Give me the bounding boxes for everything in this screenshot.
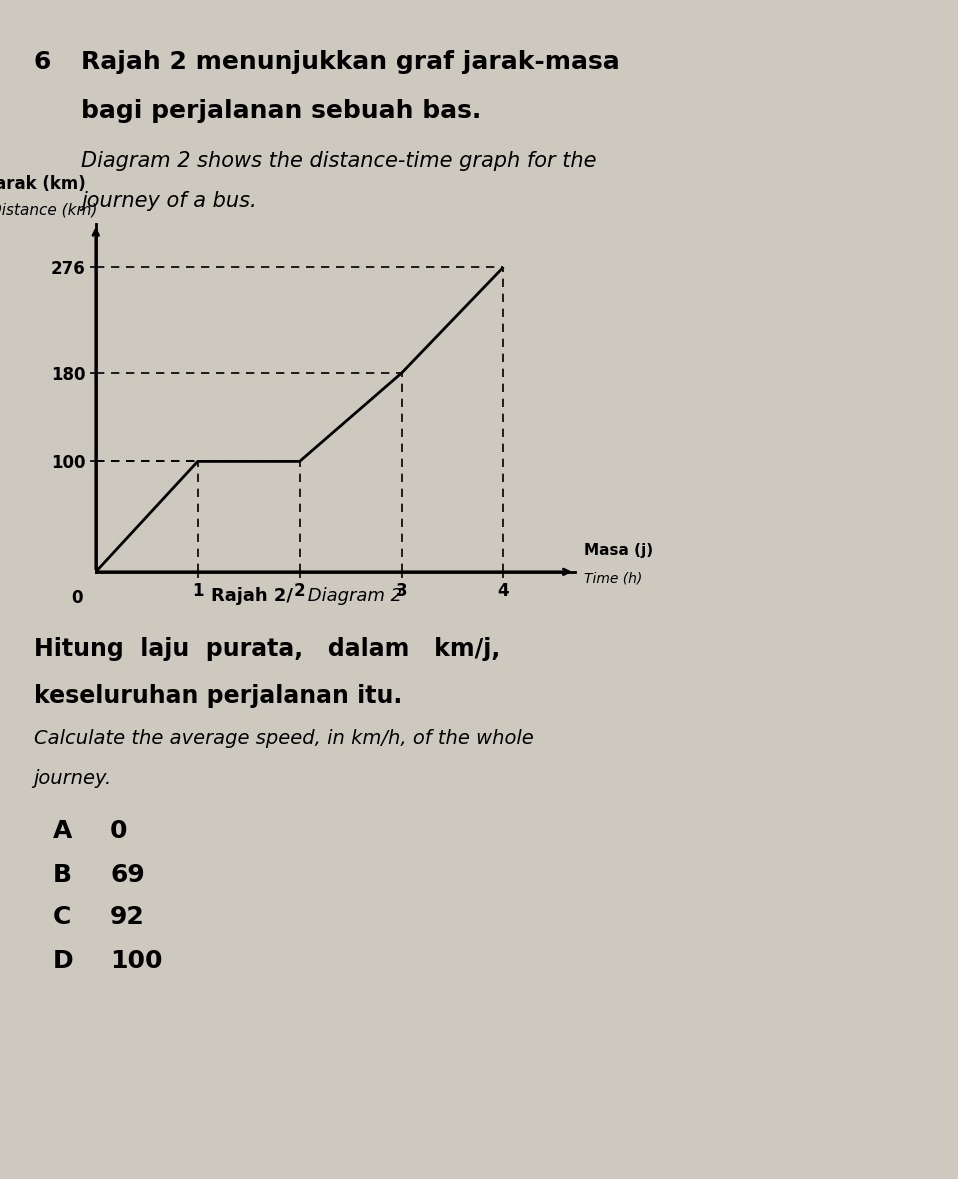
Text: 92: 92	[110, 905, 145, 929]
Text: Hitung  laju  purata,   dalam   km/j,: Hitung laju purata, dalam km/j,	[34, 637, 500, 660]
Text: A: A	[53, 819, 72, 843]
Text: B: B	[53, 863, 72, 887]
Text: Rajah 2 menunjukkan graf jarak-masa: Rajah 2 menunjukkan graf jarak-masa	[81, 50, 620, 73]
Text: Jarak (km): Jarak (km)	[0, 174, 87, 192]
Text: 6: 6	[34, 50, 51, 73]
Text: 0: 0	[110, 819, 127, 843]
Text: Rajah 2/: Rajah 2/	[211, 587, 293, 605]
Text: Time (h): Time (h)	[584, 572, 643, 586]
Text: bagi perjalanan sebuah bas.: bagi perjalanan sebuah bas.	[81, 99, 482, 123]
Text: Diagram 2 shows the distance-time graph for the: Diagram 2 shows the distance-time graph …	[81, 151, 597, 171]
Text: Masa (j): Masa (j)	[584, 544, 653, 559]
Text: 0: 0	[72, 590, 83, 607]
Text: Calculate the average speed, in km/h, of the whole: Calculate the average speed, in km/h, of…	[34, 729, 534, 747]
Text: keseluruhan perjalanan itu.: keseluruhan perjalanan itu.	[34, 684, 401, 707]
Text: 100: 100	[110, 949, 163, 973]
Text: D: D	[53, 949, 74, 973]
Text: C: C	[53, 905, 71, 929]
Text: 69: 69	[110, 863, 145, 887]
Text: Diagram 2: Diagram 2	[302, 587, 402, 605]
Text: journey of a bus.: journey of a bus.	[81, 191, 257, 211]
Text: Distance (km): Distance (km)	[0, 202, 98, 217]
Text: journey.: journey.	[34, 769, 112, 788]
